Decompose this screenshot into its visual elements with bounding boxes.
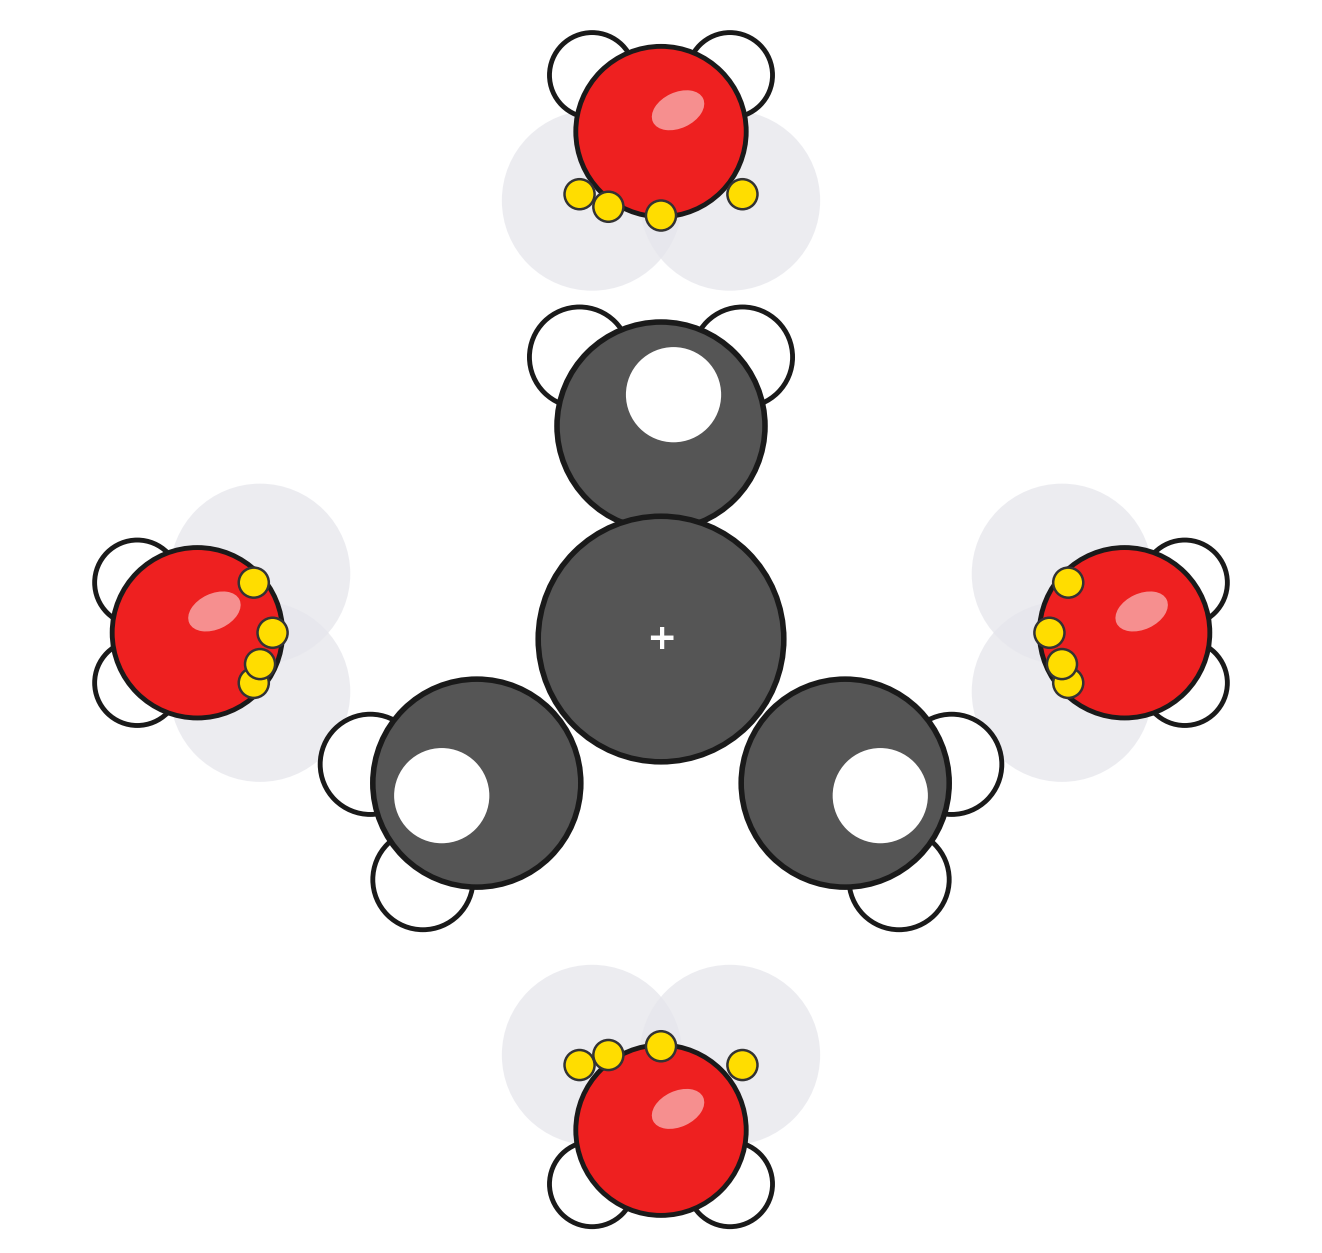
Circle shape [1039,548,1210,718]
Circle shape [258,618,288,648]
Circle shape [687,33,772,118]
Circle shape [902,714,1002,814]
Ellipse shape [188,591,241,632]
Circle shape [373,679,580,887]
Circle shape [239,668,268,698]
Circle shape [742,679,949,887]
Circle shape [640,965,820,1145]
Circle shape [1142,540,1227,625]
Circle shape [1054,568,1083,598]
Circle shape [646,1031,676,1061]
Circle shape [727,179,758,209]
Circle shape [640,110,820,291]
Circle shape [169,601,350,782]
Circle shape [373,829,473,930]
Circle shape [529,307,629,407]
Circle shape [972,601,1153,782]
Ellipse shape [652,1089,705,1129]
Circle shape [550,1141,635,1227]
Circle shape [95,540,180,625]
Circle shape [687,1141,772,1227]
Circle shape [564,1050,595,1080]
Circle shape [972,484,1153,664]
Circle shape [594,192,624,222]
Circle shape [576,1045,746,1215]
Circle shape [557,322,765,530]
Circle shape [646,200,676,231]
Circle shape [502,965,682,1145]
Circle shape [1142,640,1227,725]
Ellipse shape [1116,591,1167,632]
Circle shape [112,548,283,718]
Circle shape [95,640,180,725]
Circle shape [320,714,420,814]
Circle shape [625,347,720,442]
Circle shape [727,1050,758,1080]
Ellipse shape [652,90,705,130]
Circle shape [394,748,489,843]
Circle shape [1054,668,1083,698]
Circle shape [245,649,275,679]
Circle shape [693,307,793,407]
Circle shape [564,179,595,209]
Circle shape [1047,649,1077,679]
Circle shape [849,829,949,930]
Circle shape [594,1040,624,1070]
Circle shape [239,568,268,598]
Circle shape [169,484,350,664]
Circle shape [576,46,746,217]
Text: +: + [646,621,676,657]
Circle shape [502,110,682,291]
Circle shape [538,516,784,762]
Circle shape [833,748,928,843]
Circle shape [550,33,635,118]
Circle shape [1034,618,1064,648]
